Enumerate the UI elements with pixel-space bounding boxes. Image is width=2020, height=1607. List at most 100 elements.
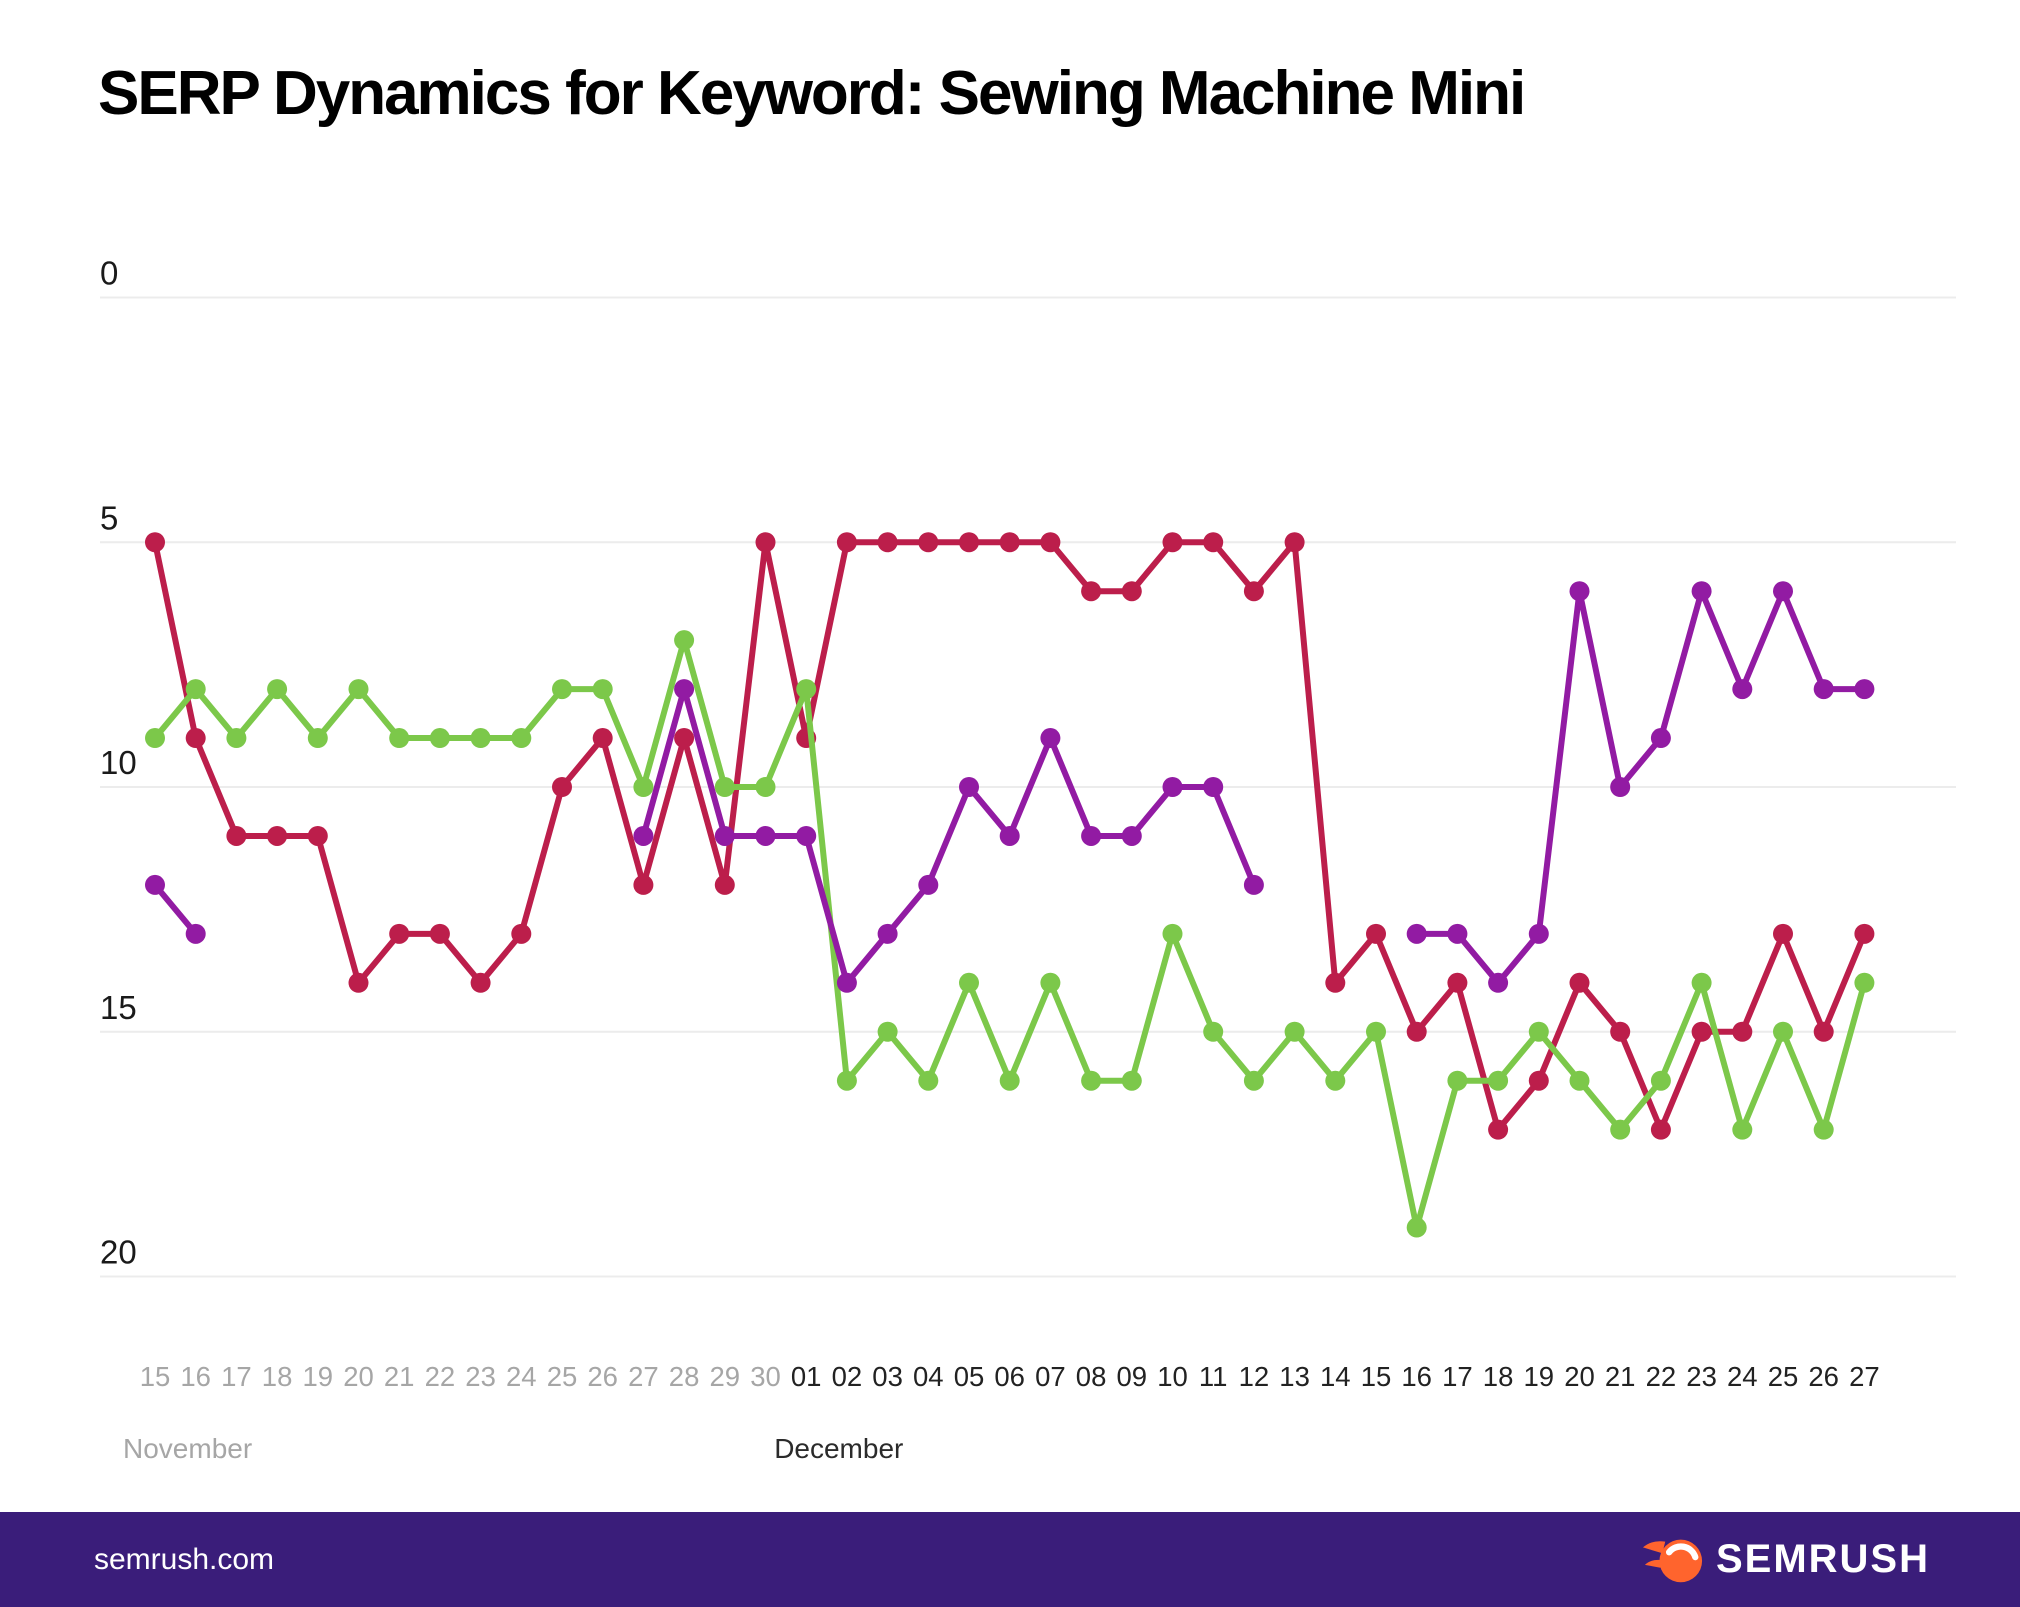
x-tick-label: 30	[750, 1361, 781, 1392]
data-point-purple-27	[633, 825, 654, 846]
data-point-crimson-24	[1732, 1021, 1753, 1042]
data-point-crimson-22	[429, 923, 450, 944]
data-point-crimson-06	[999, 532, 1020, 553]
data-point-green-20	[1569, 1070, 1590, 1091]
data-point-crimson-07	[1040, 532, 1061, 553]
data-point-green-24	[511, 728, 532, 749]
data-point-green-02	[836, 1070, 857, 1091]
data-point-purple-02	[836, 972, 857, 993]
data-point-green-26	[592, 679, 613, 700]
x-tick-label: 19	[303, 1361, 334, 1392]
data-point-crimson-21	[389, 923, 410, 944]
data-point-crimson-12	[1243, 581, 1264, 602]
data-point-crimson-05	[959, 532, 979, 553]
x-tick-label: 25	[1768, 1361, 1799, 1392]
semrush-logo: SEMRUSH	[1642, 1532, 1930, 1588]
footer-bar: semrush.com SEMRUSH	[0, 1512, 2020, 1607]
data-point-green-18	[1488, 1070, 1509, 1091]
data-point-green-13	[1284, 1021, 1305, 1042]
x-tick-label: 26	[587, 1361, 618, 1392]
data-point-crimson-15	[145, 532, 165, 553]
x-tick-label: 17	[1442, 1361, 1473, 1392]
data-point-green-01	[796, 679, 817, 700]
data-point-crimson-22	[1650, 1119, 1671, 1140]
x-tick-label: 27	[1849, 1361, 1880, 1392]
x-tick-label: 06	[994, 1361, 1025, 1392]
data-point-green-20	[348, 679, 369, 700]
data-point-crimson-26	[1813, 1021, 1834, 1042]
x-tick-label: 02	[832, 1361, 863, 1392]
y-tick-label-10: 10	[100, 744, 137, 781]
data-point-crimson-04	[918, 532, 939, 553]
data-point-green-10	[1162, 923, 1183, 944]
series-line-purple	[640, 686, 1257, 986]
data-point-purple-21	[1610, 777, 1631, 797]
data-point-purple-06	[999, 825, 1020, 846]
data-point-purple-26	[1813, 679, 1834, 700]
semrush-logo-text: SEMRUSH	[1715, 1537, 1930, 1581]
x-tick-label: 07	[1035, 1361, 1066, 1392]
x-tick-label: 23	[1686, 1361, 1717, 1392]
data-point-green-05	[959, 972, 979, 993]
y-tick-label-0: 0	[100, 255, 118, 292]
data-point-green-17	[226, 728, 247, 749]
data-point-green-19	[1528, 1021, 1549, 1042]
data-point-crimson-19	[307, 825, 328, 846]
x-tick-label: 24	[506, 1361, 537, 1392]
data-point-purple-22	[1650, 728, 1671, 749]
data-point-purple-17	[1447, 923, 1468, 944]
data-point-green-24	[1732, 1119, 1753, 1140]
x-tick-label: 20	[1564, 1361, 1595, 1392]
x-tick-label: 15	[140, 1361, 171, 1392]
data-point-purple-07	[1040, 728, 1061, 749]
x-tick-label: 28	[669, 1361, 700, 1392]
data-point-green-12	[1243, 1070, 1264, 1091]
data-point-crimson-13	[1284, 532, 1305, 553]
data-point-purple-29	[714, 825, 735, 846]
x-tick-label: 16	[180, 1361, 211, 1392]
x-tick-label: 25	[547, 1361, 578, 1392]
y-tick-label-20: 20	[100, 1234, 137, 1271]
data-point-purple-05	[959, 777, 979, 797]
data-point-purple-25	[1773, 581, 1793, 602]
data-point-crimson-26	[592, 728, 613, 749]
x-tick-label: 11	[1199, 1361, 1228, 1392]
data-point-purple-09	[1121, 825, 1142, 846]
series-line-purple	[152, 881, 199, 937]
x-tick-label: 10	[1157, 1361, 1188, 1392]
data-point-crimson-02	[836, 532, 857, 553]
data-point-purple-23	[1691, 581, 1712, 602]
data-point-crimson-16	[1406, 1021, 1427, 1042]
x-tick-label: 18	[262, 1361, 293, 1392]
data-point-green-26	[1813, 1119, 1834, 1140]
x-tick-label: 18	[1483, 1361, 1514, 1392]
series-line-purple	[1413, 588, 1868, 986]
data-point-purple-08	[1081, 825, 1102, 846]
data-point-purple-12	[1243, 874, 1264, 895]
data-point-crimson-17	[226, 825, 247, 846]
data-point-green-07	[1040, 972, 1061, 993]
data-point-crimson-27	[1854, 923, 1875, 944]
data-point-green-04	[918, 1070, 939, 1091]
month-label-december: December	[774, 1433, 903, 1464]
x-tick-label: 12	[1239, 1361, 1270, 1392]
x-tick-label: 15	[1361, 1361, 1392, 1392]
y-tick-label-15: 15	[100, 989, 137, 1026]
data-point-crimson-08	[1081, 581, 1102, 602]
data-point-green-15	[145, 728, 165, 749]
data-point-crimson-29	[714, 874, 735, 895]
data-point-green-21	[389, 728, 410, 749]
y-tick-label-5: 5	[100, 499, 118, 536]
data-point-purple-30	[755, 825, 776, 846]
data-point-green-16	[1406, 1217, 1427, 1238]
data-point-green-18	[267, 679, 288, 700]
data-point-crimson-25	[1773, 923, 1793, 944]
data-point-green-09	[1121, 1070, 1142, 1091]
x-tick-label: 22	[425, 1361, 456, 1392]
x-tick-label: 17	[221, 1361, 252, 1392]
data-point-purple-04	[918, 874, 939, 895]
data-point-green-14	[1325, 1070, 1346, 1091]
x-tick-label: 19	[1524, 1361, 1555, 1392]
x-tick-label: 26	[1808, 1361, 1839, 1392]
